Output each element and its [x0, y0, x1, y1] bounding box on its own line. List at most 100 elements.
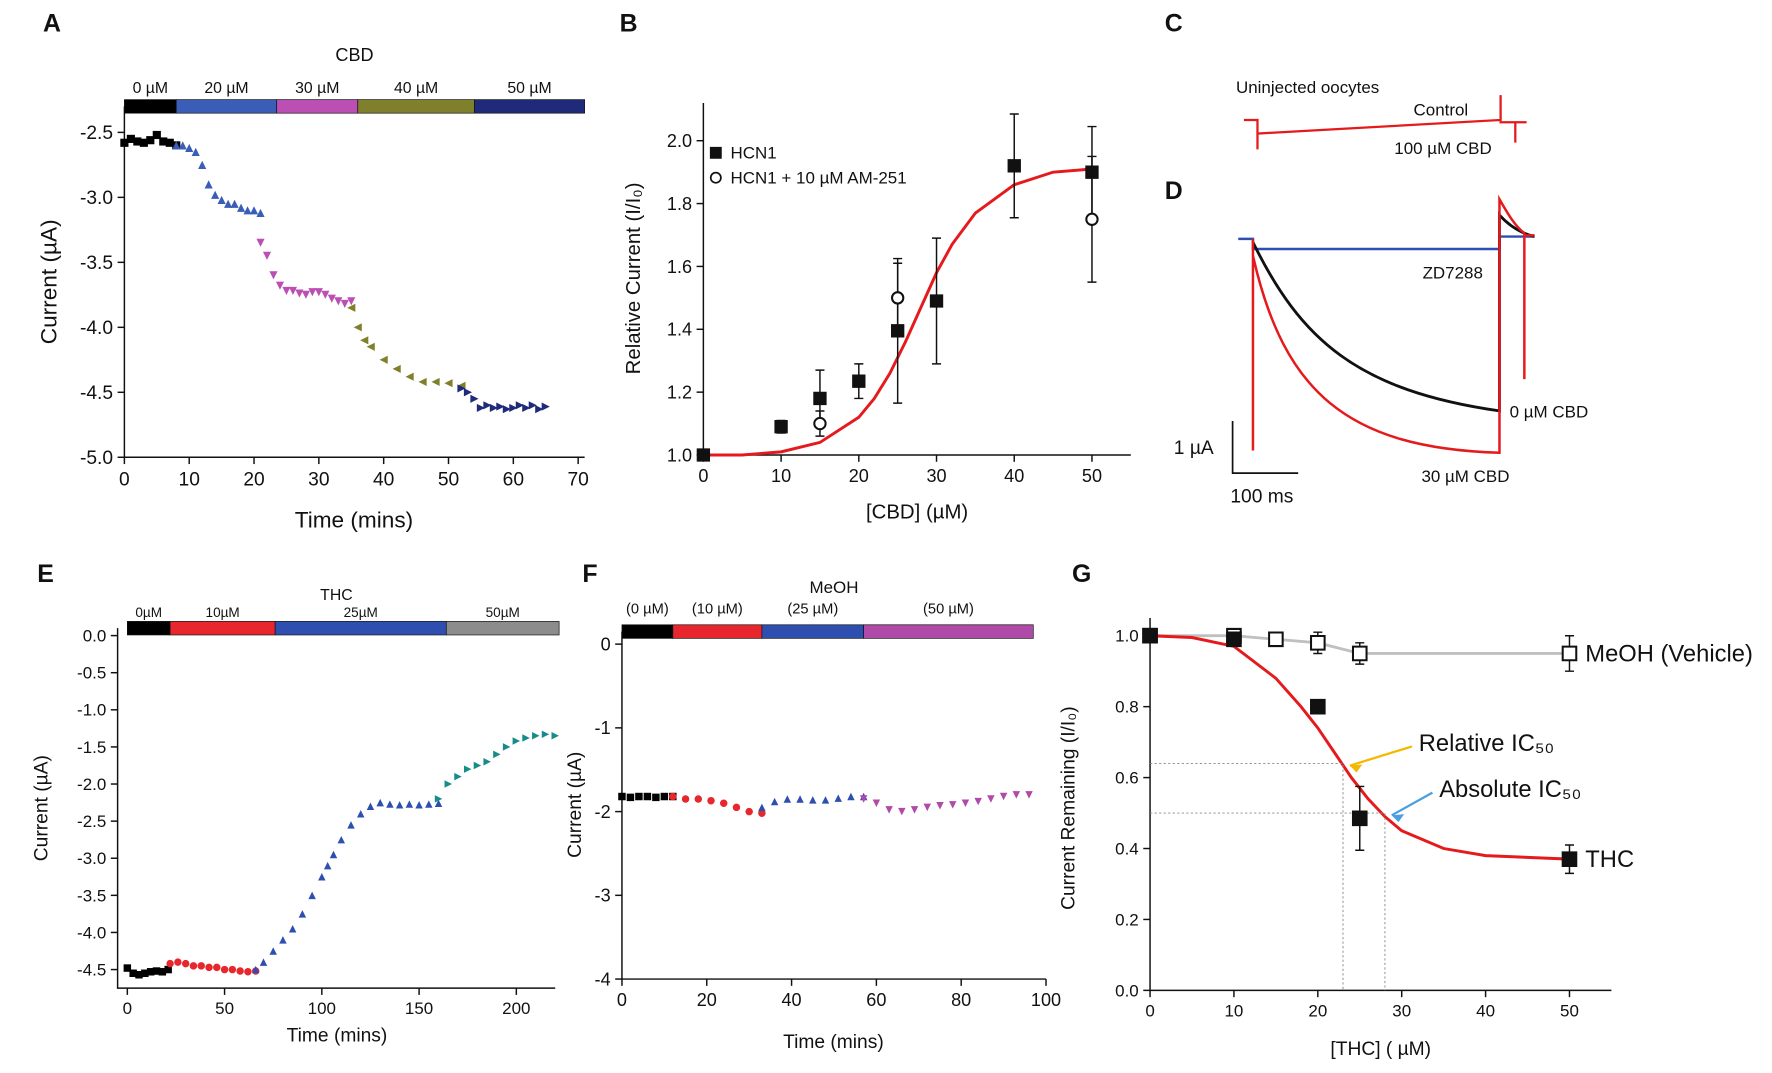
drug-bar-segment [863, 624, 1034, 639]
data-point [172, 141, 181, 150]
data-point [120, 138, 129, 147]
y-tick-label: -3.0 [80, 188, 113, 209]
data-point [211, 190, 220, 199]
data-point [758, 803, 766, 812]
ic50-guide [1150, 812, 1386, 991]
data-point [236, 967, 244, 975]
x-tick-label: 200 [502, 999, 530, 1018]
cbd-30-trace [1251, 194, 1535, 455]
data-point [269, 947, 277, 955]
data-point [660, 792, 669, 801]
zd7288-trace [1238, 235, 1535, 251]
x-tick-label: 0 [698, 466, 708, 486]
x-tick-label: 50 [438, 470, 459, 491]
drug-bar-label: 0µM [135, 605, 162, 620]
data-point [376, 798, 384, 807]
data-point [512, 737, 521, 745]
x-tick-label: 60 [503, 470, 524, 491]
trace-label: 0 µM CBD [1510, 403, 1589, 422]
data-point [1012, 791, 1021, 799]
data-point [425, 800, 433, 808]
drug-bar-label: (10 µM) [692, 601, 743, 617]
data-point [783, 795, 792, 803]
data-point [256, 208, 265, 218]
data-point [269, 271, 278, 280]
data-point [164, 965, 172, 974]
x-tick-label: 10 [179, 470, 200, 491]
data-point [262, 251, 272, 260]
data-point [859, 795, 868, 803]
data-point [197, 962, 205, 970]
data-point [282, 286, 291, 296]
data-point [1025, 791, 1033, 799]
data-point [774, 420, 788, 434]
x-tick-label: 10 [771, 466, 791, 486]
data-point [166, 959, 174, 968]
data-point [535, 405, 544, 414]
data-point [129, 969, 137, 978]
data-point [347, 303, 356, 312]
drug-bar-segment [169, 621, 276, 636]
data-point [386, 800, 394, 808]
data-point [353, 323, 362, 332]
panel-letter: C [1165, 10, 1183, 38]
x-tick-label: 20 [243, 470, 264, 491]
drug-bar-title: MeOH [809, 578, 858, 597]
drug-bar-label: 20 µM [204, 80, 248, 97]
drug-bar-segment [124, 99, 177, 114]
data-point [152, 130, 161, 140]
y-tick-label: -0.5 [77, 664, 106, 683]
y-tick-label: -2.0 [77, 775, 106, 794]
data-point [357, 809, 365, 818]
y-tick-label: -2.5 [77, 812, 106, 831]
data-point [463, 765, 472, 773]
data-point [251, 965, 260, 974]
y-axis-label: Current (µA) [32, 755, 53, 861]
x-axis-label: Time (mins) [287, 1025, 388, 1046]
drug-bar-segment [621, 624, 674, 639]
data-point [434, 799, 443, 808]
data-point [217, 195, 226, 205]
drug-bar-title: THC [320, 587, 353, 604]
axis-line [116, 628, 556, 989]
x-tick-label: 0 [617, 990, 627, 1010]
data-point [809, 796, 817, 804]
data-point [243, 206, 252, 215]
data-point [758, 809, 766, 818]
data-point [635, 792, 643, 801]
y-tick-label: 0.0 [83, 627, 107, 646]
drug-bar-segment [175, 99, 278, 114]
x-tick-label: 150 [405, 999, 433, 1018]
data-point [205, 963, 213, 972]
data-point [509, 403, 518, 412]
data-point [493, 750, 501, 759]
data-point [1351, 645, 1368, 662]
panel-letter: A [43, 10, 61, 38]
y-axis-label: Relative Current (I/I₀) [623, 183, 645, 375]
drug-bar-segment [357, 99, 475, 114]
ic50-annotation: Relative IC₅₀ [1419, 730, 1555, 757]
data-point [366, 342, 375, 351]
x-tick-label: 40 [1476, 1001, 1495, 1020]
data-point [224, 199, 233, 208]
data-point [929, 294, 944, 308]
data-point [220, 965, 229, 974]
x-tick-label: 0 [119, 470, 130, 491]
x-axis-label: [CBD] (µM) [866, 501, 968, 523]
data-point [696, 448, 711, 462]
data-point [259, 958, 268, 966]
trace-label: Uninjected oocytes [1236, 78, 1379, 97]
data-point [204, 180, 213, 189]
x-tick-label: 70 [567, 470, 588, 491]
x-tick-label: 80 [951, 990, 971, 1010]
data-point [852, 374, 866, 388]
scale-bar-label: 100 ms [1230, 487, 1293, 508]
data-point [230, 199, 239, 208]
data-point [379, 355, 388, 364]
data-point [308, 288, 317, 297]
x-axis-label: [THC] ( µM) [1330, 1039, 1431, 1060]
ic50-arrowhead [1349, 764, 1363, 773]
data-point [987, 795, 995, 803]
data-point [301, 290, 310, 299]
